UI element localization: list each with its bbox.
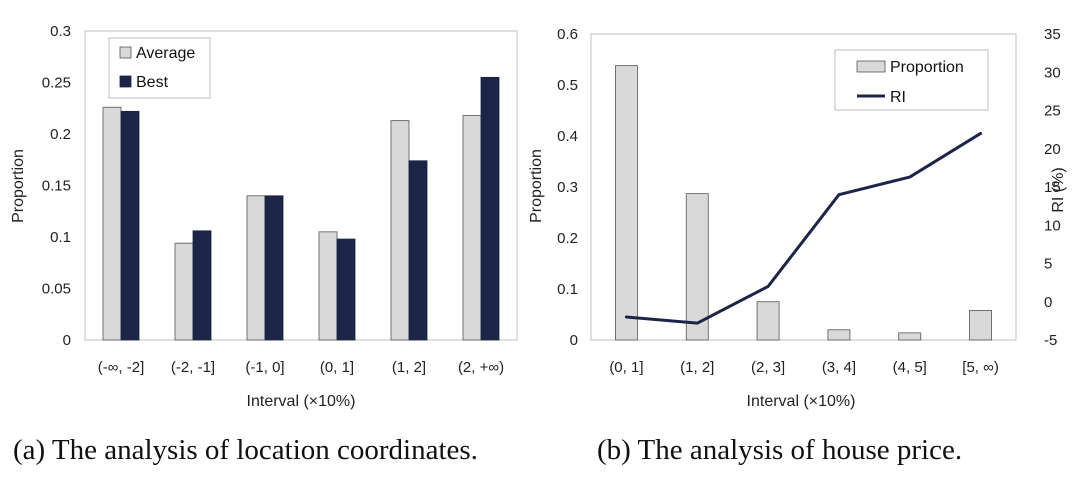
chart-a-x-tick-label: (0, 1] xyxy=(320,359,354,376)
chart-b-y2-axis-title: RI (%) xyxy=(1050,167,1067,212)
chart-a-x-tick-label: (1, 2] xyxy=(392,359,426,376)
bar-best-5 xyxy=(480,76,500,341)
chart-a-x-ticks: (-∞, -2] (-2, -1] (-1, 0] (0, 1] (1, 2] (2, +… xyxy=(98,359,504,376)
chart-a-y-tick-label: 0.2 xyxy=(50,126,71,143)
chart-b-y-tick-label: 0.3 xyxy=(557,179,578,196)
chart-b-x-axis-title: Interval (×10%) xyxy=(747,393,856,410)
bar-proportion-0 xyxy=(615,65,638,341)
chart-house-price: 0 0.1 0.2 0.3 0.4 0.5 0.6 -5 0 5 10 15 20 25 30 35 (0,… xyxy=(528,26,1067,466)
legend-swatch-proportion xyxy=(856,60,886,73)
chart-a-x-tick-label: (-1, 0] xyxy=(245,359,284,376)
legend-label-proportion: Proportion xyxy=(890,59,964,76)
legend-label-ri: RI xyxy=(890,89,906,106)
chart-b-x-ticks: (0, 1] (1, 2] (2, 3] (3, 4] (4, 5] [5, ∞) xyxy=(609,359,999,376)
bar-best-1 xyxy=(192,230,212,341)
bar-average-2 xyxy=(246,195,266,341)
legend-swatch-best xyxy=(119,75,132,88)
legend-label-average: Average xyxy=(136,45,195,62)
chart-a-plot-frame xyxy=(84,30,518,341)
chart-b-bars xyxy=(615,65,992,341)
chart-b-y-ticks: 0 0.1 0.2 0.3 0.4 0.5 0.6 xyxy=(557,26,578,349)
chart-a-x-tick-label: (-∞, -2] xyxy=(98,359,145,376)
chart-a-y-tick-label: 0 xyxy=(63,332,71,349)
chart-a-x-tick-label: (2, +∞) xyxy=(458,359,504,376)
chart-b-y2-tick-label: 20 xyxy=(1044,141,1061,158)
chart-a-y-ticks: 0 0.05 0.1 0.15 0.2 0.25 0.3 xyxy=(42,23,71,349)
chart-a-bars xyxy=(102,76,500,341)
legend-label-best: Best xyxy=(136,74,169,91)
bar-best-4 xyxy=(408,160,428,341)
chart-b-x-tick-label: (4, 5] xyxy=(893,359,927,376)
chart-b-y2-tick-label: 25 xyxy=(1044,103,1061,120)
bar-average-4 xyxy=(390,120,410,341)
bar-average-1 xyxy=(174,242,194,341)
chart-b-x-tick-label: (2, 3] xyxy=(751,359,785,376)
chart-location-coordinates: 00.050.10.150.20.250.3 (-∞, -2] (-2, -1](… xyxy=(10,23,518,466)
bar-proportion-3 xyxy=(827,329,851,341)
chart-a-y-tick-label: 0.15 xyxy=(42,178,71,195)
bar-average-0 xyxy=(102,106,122,341)
bar-best-2 xyxy=(264,195,284,341)
chart-b-x-tick-label: (0, 1] xyxy=(609,359,643,376)
chart-b-y2-tick-label: 30 xyxy=(1044,64,1061,81)
chart-a-legend-box xyxy=(108,37,211,99)
chart-b-plot-frame xyxy=(590,33,1017,341)
chart-b-x-tick-label: (1, 2] xyxy=(680,359,714,376)
bar-average-5 xyxy=(462,115,482,341)
chart-b-y-tick-label: 0.4 xyxy=(557,128,578,145)
chart-b-y2-tick-label: 15 xyxy=(1044,179,1061,196)
bar-proportion-4 xyxy=(898,332,922,341)
chart-a-y-tick-label: 0.05 xyxy=(42,281,71,298)
chart-b-y-tick-label: 0.2 xyxy=(557,230,578,247)
chart-b-y-tick-label: 0 xyxy=(570,332,578,349)
chart-a-y-tick-label: 0.1 xyxy=(50,229,71,246)
chart-b-y-tick-label: 0.5 xyxy=(557,77,578,94)
chart-b-y-axis-title: Proportion xyxy=(528,149,545,223)
bar-best-3 xyxy=(336,238,356,341)
chart-b-y2-tick-label: 0 xyxy=(1044,294,1052,311)
chart-b-ri-line xyxy=(624,131,983,325)
caption-b: (b) The analysis of house price. xyxy=(597,434,962,466)
chart-b-y2-tick-label: 5 xyxy=(1044,256,1052,273)
chart-a-legend: Average Best xyxy=(108,37,211,99)
bar-proportion-5 xyxy=(969,310,992,341)
chart-a-x-tick-label: (-2, -1] xyxy=(171,359,215,376)
chart-b-y2-tick-label: 35 xyxy=(1044,26,1061,43)
caption-a: (a) The analysis of location coordinates… xyxy=(13,434,478,466)
chart-b-x-tick-label: [5, ∞) xyxy=(962,359,999,376)
legend-swatch-average xyxy=(119,46,132,59)
bar-proportion-1 xyxy=(685,193,709,341)
chart-a-y-tick-label: 0.3 xyxy=(50,23,71,40)
chart-b-y-tick-label: 0.1 xyxy=(557,281,578,298)
ri-line xyxy=(624,131,983,325)
bar-proportion-2 xyxy=(756,301,780,341)
chart-a-y-axis-title: Proportion xyxy=(10,149,27,223)
chart-b-y-tick-label: 0.6 xyxy=(557,26,578,43)
chart-a-y-tick-label: 0.25 xyxy=(42,75,71,92)
bar-best-0 xyxy=(120,110,140,341)
chart-b-y2-tick-label: 10 xyxy=(1044,217,1061,234)
chart-b-legend: Proportion RI xyxy=(834,49,989,111)
chart-b-legend-box xyxy=(834,49,989,111)
chart-b-x-tick-label: (3, 4] xyxy=(822,359,856,376)
chart-b-y2-ticks: -5 0 5 10 15 20 25 30 35 xyxy=(1044,26,1061,349)
bar-average-3 xyxy=(318,231,338,341)
chart-b-y2-tick-label: -5 xyxy=(1044,332,1057,349)
chart-a-x-axis-title: Interval (×10%) xyxy=(247,393,356,410)
